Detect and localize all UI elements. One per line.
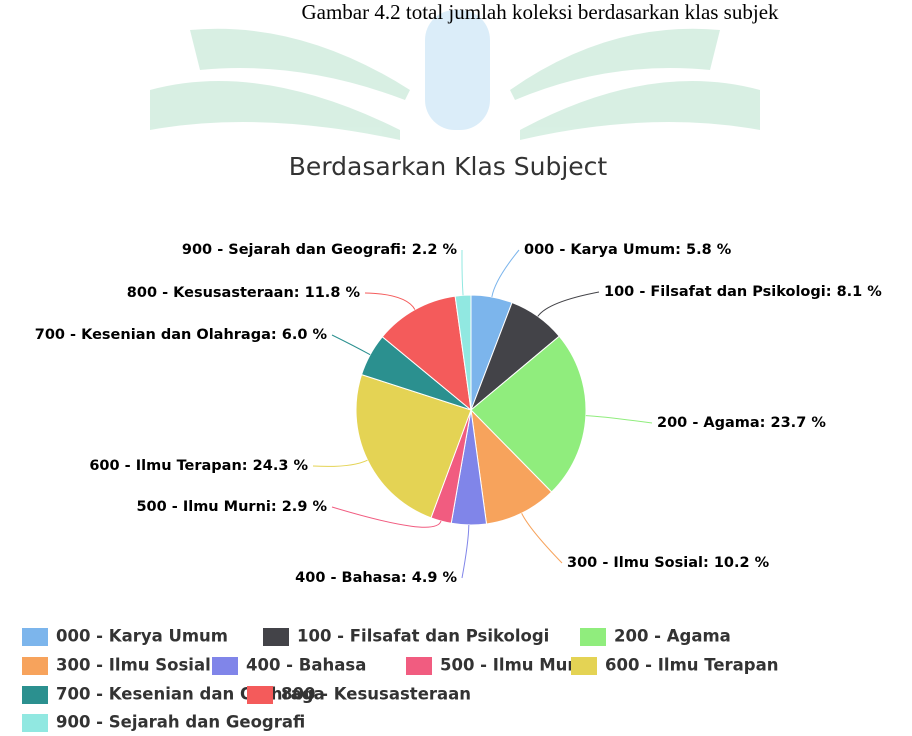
legend-swatch: [212, 657, 238, 675]
legend-swatch: [22, 714, 48, 732]
chart: Gambar 4.2 total jumlah koleksi berdasar…: [0, 0, 912, 736]
watermark: [150, 10, 760, 140]
connector: [462, 250, 463, 295]
legend-swatch: [571, 657, 597, 675]
legend-label: 800 - Kesusasteraan: [281, 685, 471, 704]
legend-label: 000 - Karya Umum: [56, 627, 228, 646]
legend-swatch: [247, 686, 273, 704]
caption: Gambar 4.2 total jumlah koleksi berdasar…: [301, 0, 779, 24]
data-label: 100 - Filsafat dan Psikologi: 8.1 %: [604, 284, 882, 300]
legend-swatch: [263, 628, 289, 646]
legend-swatch: [22, 628, 48, 646]
legend-swatch: [22, 657, 48, 675]
legend-swatch: [406, 657, 432, 675]
legend-label: 100 - Filsafat dan Psikologi: [297, 627, 549, 646]
data-label: 900 - Sejarah dan Geografi: 2.2 %: [182, 242, 458, 258]
legend-swatch: [22, 686, 48, 704]
connector: [538, 292, 599, 316]
connector: [492, 250, 519, 297]
connector: [462, 525, 469, 578]
data-label: 600 - Ilmu Terapan: 24.3 %: [89, 458, 308, 474]
data-label: 000 - Karya Umum: 5.8 %: [524, 242, 732, 258]
data-label: 800 - Kesusasteraan: 11.8 %: [127, 285, 361, 301]
connector: [586, 416, 652, 423]
connector: [332, 335, 370, 355]
legend-swatch: [580, 628, 606, 646]
data-label: 700 - Kesenian dan Olahraga: 6.0 %: [35, 327, 328, 343]
connector: [365, 293, 415, 310]
connector: [522, 513, 562, 563]
legend-label: 600 - Ilmu Terapan: [605, 656, 778, 675]
legend-label: 400 - Bahasa: [246, 656, 366, 675]
data-label: 200 - Agama: 23.7 %: [657, 415, 826, 431]
page: {"caption": "Gambar 4.2 total jumlah kol…: [0, 0, 912, 736]
connector: [313, 460, 368, 466]
legend-label: 300 - Ilmu Sosial: [56, 656, 211, 675]
data-label: 500 - Ilmu Murni: 2.9 %: [136, 499, 327, 515]
chart-title: Berdasarkan Klas Subject: [289, 152, 608, 181]
data-label: 400 - Bahasa: 4.9 %: [295, 570, 457, 586]
legend-label: 900 - Sejarah dan Geografi: [56, 713, 305, 732]
legend-label: 200 - Agama: [614, 627, 731, 646]
data-label: 300 - Ilmu Sosial: 10.2 %: [567, 555, 770, 571]
legend-label: 500 - Ilmu Murni: [440, 656, 593, 675]
